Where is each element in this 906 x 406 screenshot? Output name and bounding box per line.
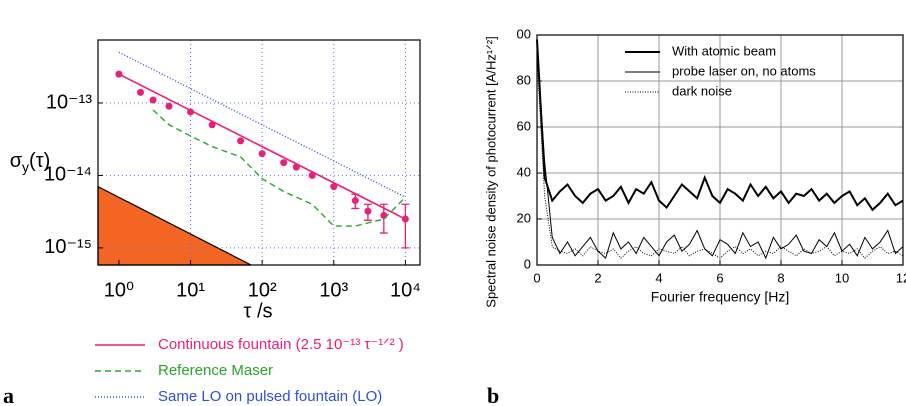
data-point [136, 88, 144, 96]
y-tick-label: 10⁻¹⁵ [44, 236, 92, 258]
data-point [351, 197, 359, 205]
y-axis-label: σy(τ) [10, 150, 51, 174]
y-tick-label: 10⁻¹⁴ [44, 164, 92, 186]
x-tick-label: 4 [655, 270, 662, 285]
series-line [152, 109, 406, 227]
panel: 10⁰ 10¹ 10² 10³ 10⁴ 10⁻¹⁵ 10⁻¹⁴ 10⁻¹³ Continuous… [3, 39, 421, 406]
data-point [115, 70, 123, 78]
x-tick-label: 0 [533, 270, 540, 285]
x-axis-label: Fourier frequency [Hz] [651, 289, 790, 305]
x-tick-label: 12 [896, 270, 906, 285]
data-point [330, 183, 338, 191]
data-point [187, 108, 195, 116]
series-line [536, 57, 904, 259]
plot-frame [97, 39, 421, 266]
y-tick-label: 00 [517, 26, 531, 41]
x-tick-label: 10¹ [176, 279, 205, 301]
y-label-subscript: y [22, 159, 29, 175]
y-tick-label: 40 [517, 164, 531, 179]
x-tick-label: 10⁴ [390, 279, 421, 301]
panel-label: a [3, 383, 14, 406]
y-tick-label: 10⁻¹³ [46, 91, 92, 113]
data-point [401, 215, 409, 223]
x-tick-label: 6 [716, 270, 723, 285]
legend-label: dark noise [672, 83, 732, 98]
x-tick-label: 2 [594, 270, 601, 285]
series-line [536, 46, 904, 260]
y-tick-label: 60 [517, 118, 531, 133]
data-point [208, 121, 216, 129]
data-point [308, 171, 316, 179]
plot-frame [536, 34, 904, 266]
data-point [258, 150, 266, 158]
y-tick-label: 0 [524, 256, 531, 271]
y-label-symbol: σ [10, 150, 23, 172]
fit-line [118, 73, 406, 220]
y-tick-label: 20 [517, 210, 531, 225]
legend-label: Reference Maser [158, 362, 273, 379]
data-point [237, 137, 245, 145]
error-bar [401, 203, 410, 249]
x-tick-label: 10² [248, 279, 277, 301]
data-point [364, 207, 372, 215]
x-axis-label: τ /s [243, 300, 272, 322]
legend-label: Continuous fountain (2.5 10⁻¹³ τ⁻¹ᐟ² ) [158, 336, 404, 353]
legend-label: With atomic beam [672, 43, 776, 58]
x-tick-label: 10 [835, 270, 849, 285]
legend-label: Same LO on pulsed fountain (LO) [158, 388, 382, 405]
data-point [380, 211, 388, 219]
x-tick-label: 10⁰ [104, 279, 134, 301]
panel-label: b [487, 383, 499, 406]
legend-label: probe laser on, no atoms [672, 63, 816, 78]
data-point [165, 102, 173, 110]
data-point [292, 163, 300, 171]
y-axis-label: Spectral noise density of photocurrent [… [483, 36, 498, 307]
y-tick-label: 80 [517, 72, 531, 87]
data-point [280, 159, 288, 167]
shaded-region [97, 185, 252, 266]
series-line [536, 39, 904, 212]
panel: 0 2 4 6 8 10 12 0 20 40 60 80 00 With atomic beam prob… [483, 26, 906, 406]
y-label-argument: (τ) [29, 150, 50, 172]
x-tick-label: 10³ [319, 279, 348, 301]
x-tick-label: 8 [777, 270, 784, 285]
series-line [118, 51, 406, 198]
data-point [149, 96, 157, 104]
